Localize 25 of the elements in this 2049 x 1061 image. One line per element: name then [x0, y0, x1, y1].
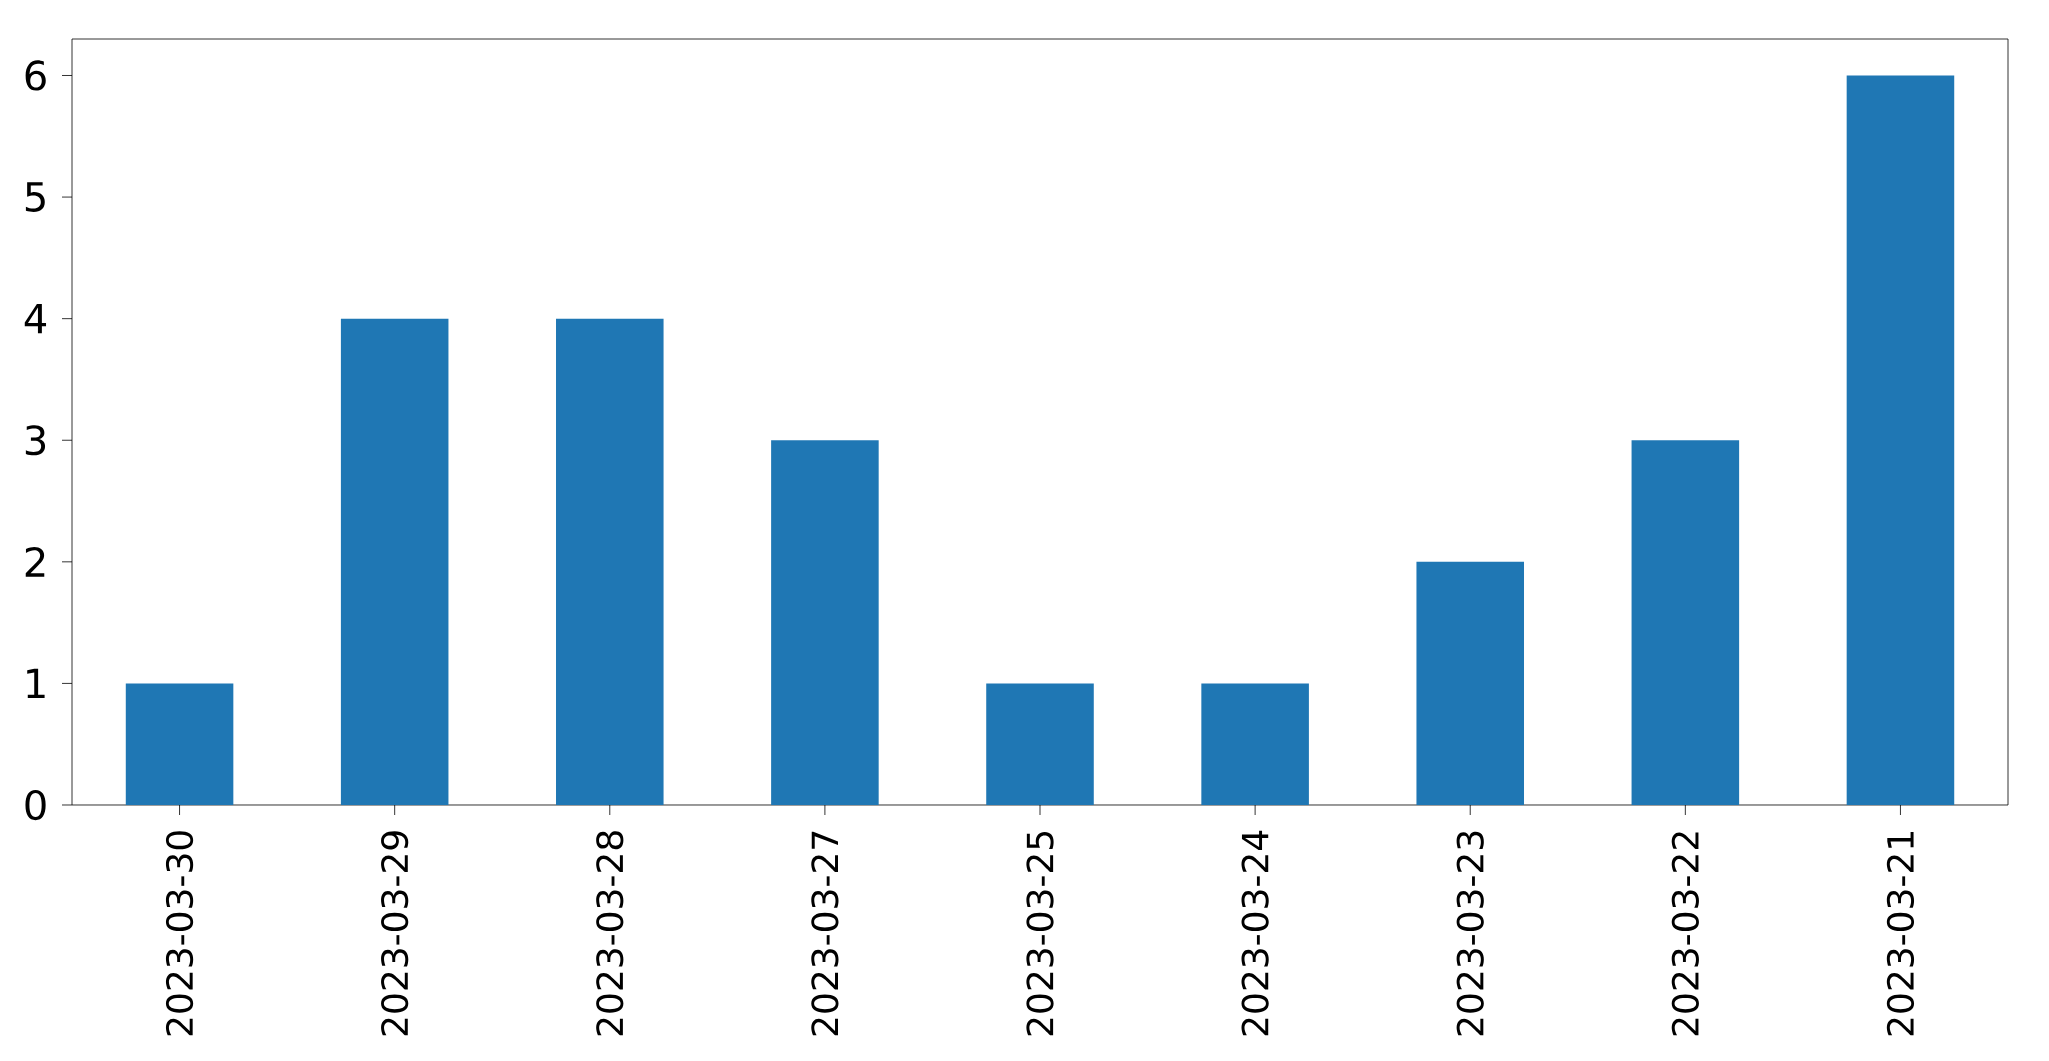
y-tick-label: 0: [25, 789, 46, 821]
bar: [986, 683, 1094, 805]
bar: [1201, 683, 1309, 805]
x-tick-label: 2023-03-25: [1026, 831, 1054, 1036]
x-tick-label: 2023-03-23: [1456, 831, 1484, 1036]
y-tick-label: 5: [25, 182, 45, 212]
x-tick-label: 2023-03-29: [381, 831, 409, 1036]
bar: [556, 318, 664, 805]
x-tick-label: 2023-03-30: [165, 831, 194, 1036]
bar: [771, 440, 879, 805]
x-tick-label: 2023-03-27: [811, 831, 839, 1036]
x-tick-label: 2023-03-22: [1671, 832, 1699, 1036]
x-tick-label: 2023-03-24: [1241, 830, 1269, 1036]
y-tick-label: 6: [25, 60, 46, 91]
x-tick-label: 2023-03-21: [1886, 832, 1915, 1036]
y-tick-label: 4: [24, 304, 47, 334]
y-tick-label: 1: [27, 668, 45, 698]
bar: [125, 683, 234, 805]
bar: [340, 318, 449, 805]
bar: [1416, 561, 1525, 805]
bar: [1631, 440, 1740, 805]
bar: [1846, 75, 1955, 805]
y-tick-label: 2: [25, 547, 45, 577]
y-tick-label: 3: [25, 425, 46, 456]
x-tick-label: 2023-03-28: [596, 831, 624, 1036]
